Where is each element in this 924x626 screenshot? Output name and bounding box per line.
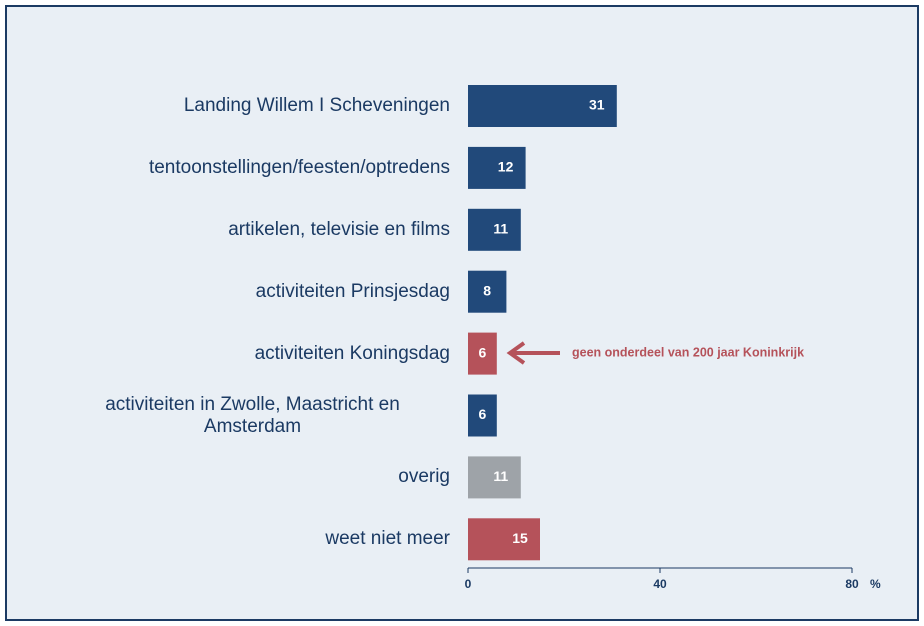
bar (468, 146, 526, 189)
value-label: 11 (493, 221, 508, 237)
bar (468, 208, 521, 251)
category-label: activiteiten Prinsjesdag (255, 280, 450, 302)
bar (468, 270, 507, 313)
x-axis-unit: % (870, 577, 881, 591)
bar (468, 518, 540, 561)
value-label: 6 (479, 344, 487, 360)
bar (468, 456, 521, 499)
value-label: 6 (479, 406, 487, 422)
bar (468, 332, 497, 375)
bar (468, 85, 617, 127)
chart-frame (5, 5, 919, 621)
category-label: activiteiten in Zwolle, Maastricht en Am… (105, 393, 400, 437)
category-label: artikelen, televisie en films (228, 218, 450, 240)
bar (468, 394, 497, 437)
x-tick-label: 80 (845, 577, 859, 591)
category-label: weet niet meer (325, 528, 450, 550)
x-tick-label: 40 (653, 577, 667, 591)
x-tick-label: 0 (465, 577, 472, 591)
value-label: 11 (493, 468, 508, 484)
category-label: activiteiten Koningsdag (254, 342, 450, 364)
annotation-arrow-head (506, 341, 526, 365)
category-label: overig (398, 466, 450, 488)
value-label: 31 (589, 97, 605, 113)
value-label: 8 (483, 282, 491, 298)
value-label: 12 (498, 159, 514, 175)
category-label: Landing Willem I Scheveningen (183, 95, 450, 116)
value-label: 15 (512, 530, 528, 546)
category-label: tentoonstellingen/feesten/optredens (148, 156, 450, 178)
annotation: geen onderdeel van 200 jaar Koninkrijk (572, 345, 804, 359)
